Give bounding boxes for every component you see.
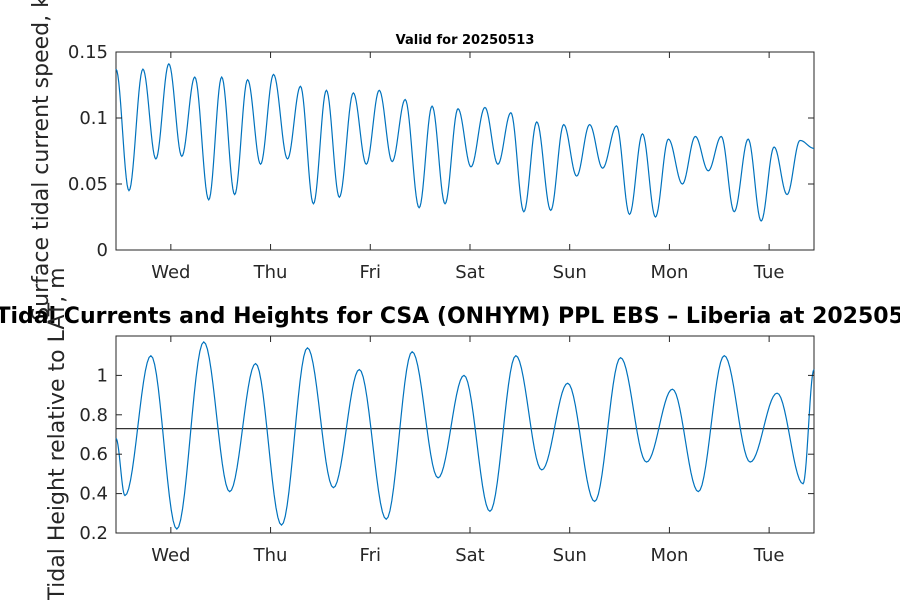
tidal-height-y-tick-label: 1 bbox=[97, 365, 108, 386]
tidal-height-panel: 0.2 0.4 0.6 0.8 1 Wed Thu Fri Sat Sun Mon Tue Tida… bbox=[0, 267, 900, 600]
tidal-height-x-tick-label: Wed bbox=[151, 545, 190, 566]
tidal-height-y-tick-label: 0.6 bbox=[79, 444, 108, 465]
current-speed-y-tick-label: 0 bbox=[97, 240, 108, 261]
tidal-height-x-tick-label: Thu bbox=[253, 545, 288, 566]
current-speed-y-ticks: 0 0.05 0.1 0.15 bbox=[68, 42, 814, 261]
current-speed-x-tick-label: Tue bbox=[753, 262, 785, 283]
tidal-height-y-ticks: 0.2 0.4 0.6 0.8 1 bbox=[79, 365, 814, 544]
current-speed-x-tick-label: Thu bbox=[253, 262, 288, 283]
current-speed-x-tick-label: Mon bbox=[650, 262, 688, 283]
current-speed-x-tick-label: Sun bbox=[553, 262, 587, 283]
tidal-height-x-tick-label: Tue bbox=[753, 545, 785, 566]
tidal-height-plot-area bbox=[115, 335, 815, 534]
tidal-height-y-tick-label: 0.8 bbox=[79, 405, 108, 426]
tidal-height-chart-title: Tidal Currents and Heights for CSA (ONHY… bbox=[0, 304, 900, 329]
current-speed-plot-area bbox=[115, 51, 815, 251]
tidal-height-y-axis-label: Tidal Height relative to LAT, m bbox=[45, 267, 70, 600]
current-speed-y-tick-label: 0.1 bbox=[79, 108, 108, 129]
tidal-height-x-ticks: Wed Thu Fri Sat Sun Mon Tue bbox=[151, 336, 785, 566]
current-speed-x-tick-label: Wed bbox=[151, 262, 190, 283]
tidal-height-x-tick-label: Sat bbox=[455, 545, 485, 566]
tidal-height-y-tick-label: 0.2 bbox=[79, 523, 108, 544]
tidal-height-x-tick-label: Fri bbox=[360, 545, 381, 566]
current-speed-x-tick-label: Sat bbox=[455, 262, 485, 283]
tidal-height-series-line bbox=[115, 341, 815, 530]
current-speed-y-axis-label: Surface tidal current speed, kn bbox=[29, 0, 54, 321]
current-speed-series-line bbox=[115, 62, 815, 222]
current-speed-y-tick-label: 0.15 bbox=[68, 42, 108, 63]
tidal-height-x-tick-label: Mon bbox=[650, 545, 688, 566]
tidal-height-y-tick-label: 0.4 bbox=[79, 484, 108, 505]
current-speed-x-tick-label: Fri bbox=[360, 262, 381, 283]
tidal-height-x-tick-label: Sun bbox=[553, 545, 587, 566]
current-speed-panel: 0 0.05 0.1 0.15 Wed Thu Fri Sat Sun Mon Tue Valid… bbox=[29, 0, 815, 321]
current-speed-x-ticks: Wed Thu Fri Sat Sun Mon Tue bbox=[151, 52, 785, 283]
current-speed-y-tick-label: 0.05 bbox=[68, 174, 108, 195]
current-speed-chart-title: Valid for 20250513 bbox=[396, 33, 535, 48]
